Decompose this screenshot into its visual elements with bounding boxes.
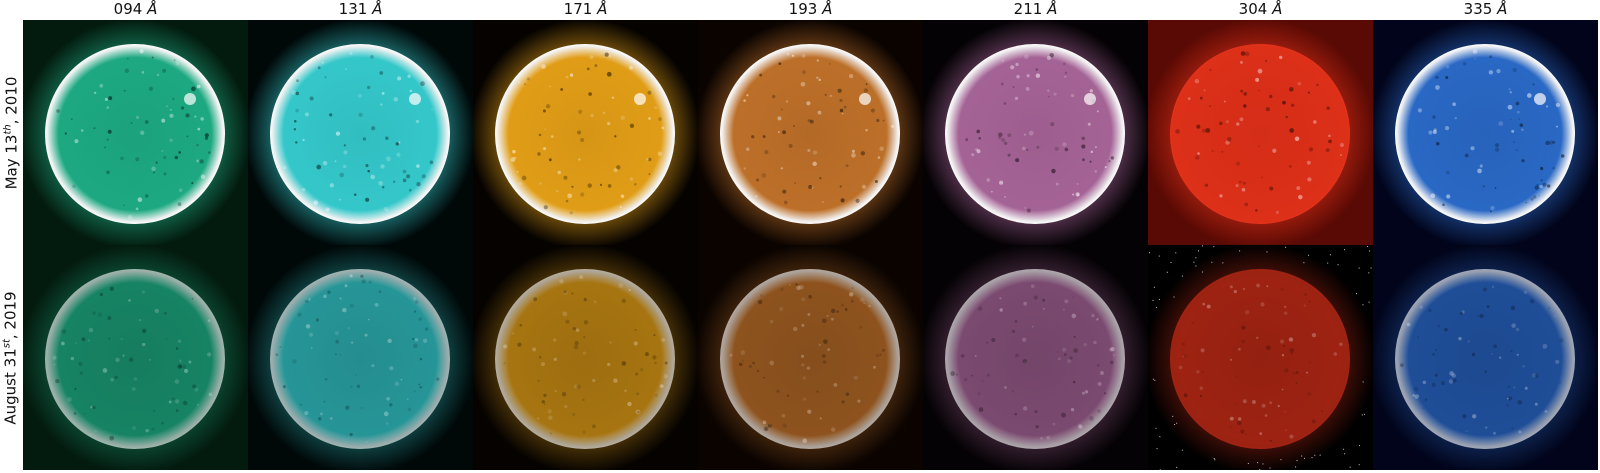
solar-image-131-row2 xyxy=(248,245,473,470)
row-label-2010: May 13th, 2010 xyxy=(2,76,21,189)
solar-image-131-row1 xyxy=(248,20,473,245)
solar-image-094-row2 xyxy=(23,245,248,470)
solar-image-193-row1 xyxy=(698,20,923,245)
column-title-211: 211 Å xyxy=(1013,0,1058,18)
solar-image-193-row2 xyxy=(698,245,923,470)
column-title-171: 171 Å xyxy=(563,0,608,18)
column-title-094: 094 Å xyxy=(113,0,158,18)
solar-image-211-row2 xyxy=(923,245,1148,470)
column-title-304: 304 Å xyxy=(1238,0,1283,18)
solar-image-171-row2 xyxy=(473,245,698,470)
solar-image-171-row1 xyxy=(473,20,698,245)
solar-image-211-row1 xyxy=(923,20,1148,245)
solar-image-335-row1 xyxy=(1373,20,1598,245)
row-label-2019: August 31st, 2019 xyxy=(2,290,20,425)
solar-image-304-row1 xyxy=(1148,20,1373,245)
solar-image-335-row2 xyxy=(1373,245,1598,470)
column-title-131: 131 Å xyxy=(338,0,383,18)
solar-image-094-row1 xyxy=(23,20,248,245)
column-title-193: 193 Å xyxy=(788,0,833,18)
column-title-335: 335 Å xyxy=(1463,0,1508,18)
solar-image-304-row2 xyxy=(1148,245,1373,470)
